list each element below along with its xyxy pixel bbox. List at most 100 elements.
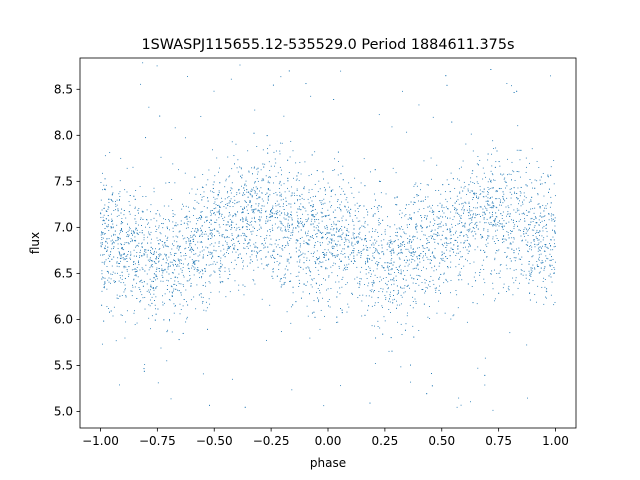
data-point bbox=[511, 248, 513, 250]
data-point bbox=[400, 243, 402, 245]
data-point bbox=[404, 232, 406, 234]
data-point bbox=[402, 241, 403, 243]
data-point bbox=[406, 269, 408, 271]
data-point bbox=[372, 270, 374, 272]
data-point bbox=[347, 211, 349, 213]
data-point bbox=[405, 208, 406, 209]
data-point bbox=[280, 76, 282, 78]
data-point bbox=[180, 268, 182, 270]
data-point bbox=[470, 217, 472, 219]
data-point bbox=[237, 234, 239, 236]
data-point bbox=[508, 207, 510, 209]
data-point bbox=[316, 232, 318, 234]
data-point bbox=[283, 217, 285, 219]
data-point bbox=[407, 260, 409, 262]
data-point bbox=[543, 277, 545, 279]
data-point bbox=[527, 211, 529, 213]
data-point bbox=[538, 266, 540, 267]
data-point bbox=[517, 225, 518, 227]
data-point bbox=[354, 215, 356, 216]
data-point bbox=[164, 269, 166, 271]
data-point bbox=[529, 248, 531, 250]
data-point bbox=[538, 254, 540, 256]
data-point bbox=[382, 307, 383, 308]
data-point bbox=[517, 187, 519, 189]
data-point bbox=[146, 290, 148, 292]
data-point bbox=[173, 288, 175, 290]
data-point bbox=[277, 172, 279, 174]
data-point bbox=[242, 232, 244, 234]
data-point bbox=[172, 272, 174, 274]
data-point bbox=[548, 213, 550, 215]
data-point bbox=[367, 214, 369, 216]
data-point bbox=[263, 247, 265, 249]
data-point bbox=[377, 231, 379, 233]
data-point bbox=[268, 216, 270, 218]
data-point bbox=[114, 203, 116, 205]
data-point bbox=[313, 238, 314, 240]
data-point bbox=[505, 239, 507, 241]
data-point bbox=[236, 227, 238, 229]
data-point bbox=[249, 193, 251, 195]
data-point bbox=[549, 239, 551, 241]
data-point bbox=[175, 252, 177, 254]
data-point bbox=[536, 261, 538, 262]
data-point bbox=[361, 225, 363, 227]
data-point bbox=[205, 233, 207, 235]
data-point bbox=[115, 240, 117, 242]
data-point bbox=[543, 267, 545, 269]
data-point bbox=[367, 260, 369, 262]
data-point bbox=[376, 277, 378, 278]
data-point bbox=[153, 217, 155, 219]
data-point bbox=[550, 174, 552, 176]
data-point bbox=[196, 218, 198, 219]
data-point bbox=[252, 209, 254, 211]
data-point bbox=[418, 195, 420, 196]
data-point bbox=[280, 278, 282, 280]
data-point bbox=[512, 222, 514, 224]
data-point bbox=[276, 275, 278, 277]
data-point bbox=[468, 246, 470, 248]
data-point bbox=[119, 254, 121, 256]
data-point bbox=[369, 267, 371, 269]
data-point bbox=[130, 233, 132, 234]
data-point bbox=[270, 255, 272, 257]
data-point bbox=[536, 301, 537, 303]
data-point bbox=[328, 275, 330, 277]
data-point bbox=[171, 331, 173, 333]
data-point bbox=[271, 275, 273, 277]
data-point bbox=[424, 278, 426, 280]
data-point bbox=[522, 201, 523, 203]
data-point bbox=[318, 274, 320, 275]
data-point bbox=[112, 201, 114, 203]
data-point bbox=[554, 301, 556, 303]
data-point bbox=[287, 216, 289, 218]
data-point bbox=[369, 258, 371, 260]
data-point bbox=[509, 258, 511, 260]
data-point bbox=[398, 291, 400, 293]
data-point bbox=[481, 191, 483, 193]
data-point bbox=[378, 262, 380, 264]
data-point bbox=[108, 254, 110, 256]
data-point bbox=[545, 225, 547, 226]
data-point bbox=[286, 260, 288, 262]
data-point bbox=[287, 213, 289, 215]
data-point bbox=[528, 224, 530, 226]
data-point bbox=[492, 205, 494, 206]
data-point bbox=[119, 230, 121, 231]
data-point bbox=[460, 404, 462, 406]
data-point bbox=[540, 262, 542, 264]
data-point bbox=[111, 274, 113, 275]
data-point bbox=[306, 235, 308, 237]
data-point bbox=[336, 321, 337, 323]
data-point bbox=[192, 228, 194, 229]
data-point bbox=[339, 287, 341, 289]
data-point bbox=[243, 243, 245, 244]
data-point bbox=[257, 251, 259, 253]
data-point bbox=[172, 221, 174, 223]
data-point bbox=[484, 213, 486, 215]
data-point bbox=[191, 265, 193, 267]
data-point bbox=[492, 202, 494, 204]
data-point bbox=[438, 278, 440, 280]
data-point bbox=[275, 175, 277, 177]
